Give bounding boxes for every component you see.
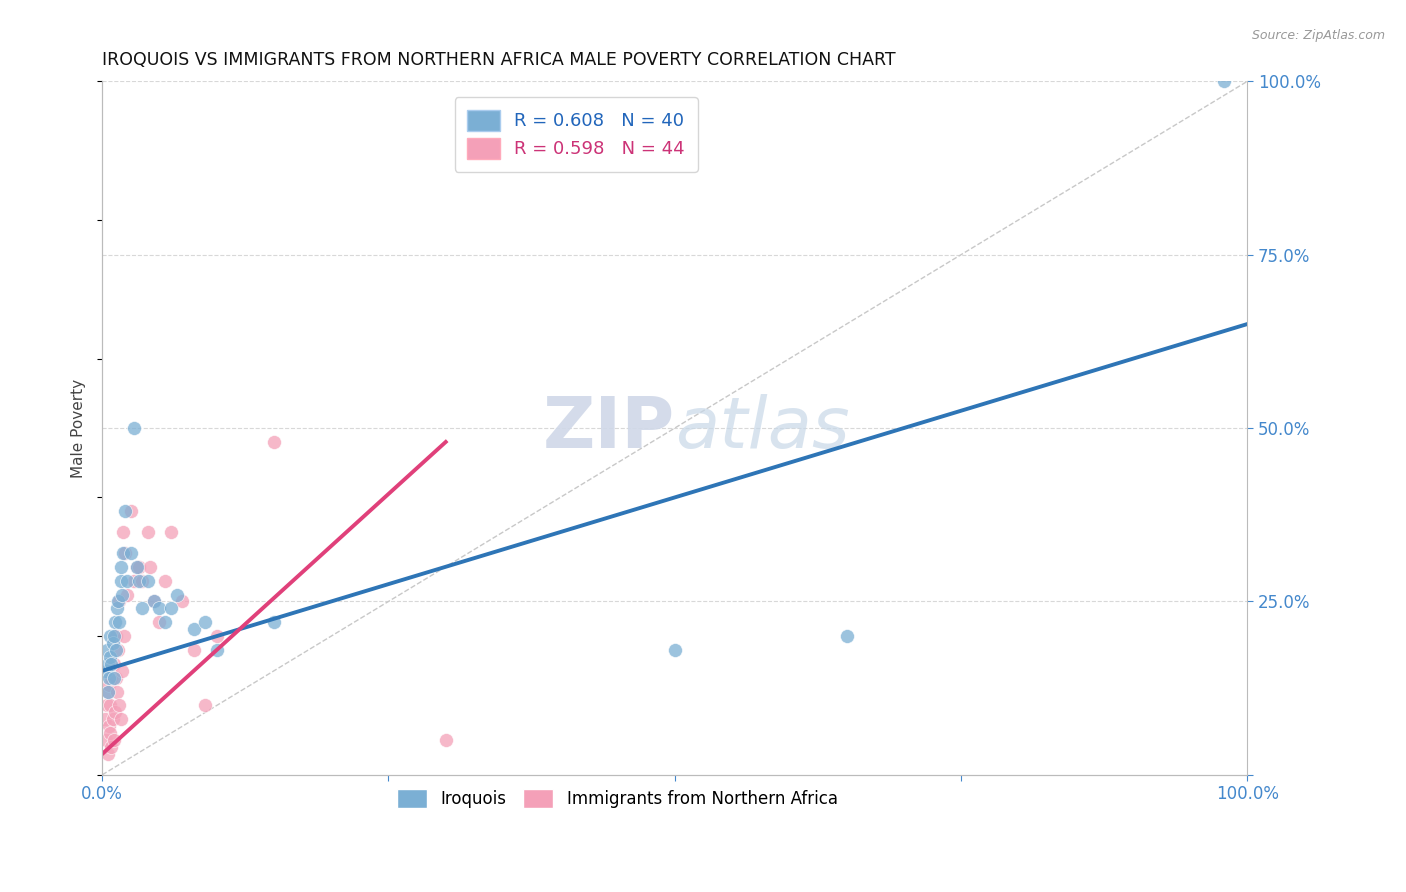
Text: IROQUOIS VS IMMIGRANTS FROM NORTHERN AFRICA MALE POVERTY CORRELATION CHART: IROQUOIS VS IMMIGRANTS FROM NORTHERN AFR… bbox=[103, 51, 896, 69]
Point bbox=[104, 706, 127, 720]
Point bbox=[194, 698, 217, 713]
Point bbox=[97, 747, 120, 761]
Point bbox=[153, 615, 176, 630]
Text: Source: ZipAtlas.com: Source: ZipAtlas.com bbox=[1251, 29, 1385, 42]
Point bbox=[108, 594, 131, 608]
Point bbox=[98, 719, 121, 733]
Point bbox=[98, 698, 121, 713]
Point bbox=[104, 629, 127, 643]
Point bbox=[101, 636, 124, 650]
Point bbox=[111, 546, 134, 560]
Point bbox=[117, 574, 139, 588]
Point bbox=[124, 574, 146, 588]
Point bbox=[194, 615, 217, 630]
Point bbox=[205, 643, 228, 657]
Point bbox=[98, 671, 121, 685]
Point bbox=[104, 671, 127, 685]
Point bbox=[97, 657, 120, 671]
Y-axis label: Male Poverty: Male Poverty bbox=[72, 378, 86, 477]
Point bbox=[110, 574, 132, 588]
Point bbox=[120, 546, 142, 560]
Point bbox=[103, 629, 125, 643]
Point bbox=[835, 629, 858, 643]
Point bbox=[172, 594, 194, 608]
Point bbox=[104, 615, 127, 630]
Point bbox=[107, 594, 129, 608]
Point bbox=[142, 594, 165, 608]
Point bbox=[131, 601, 153, 615]
Point bbox=[114, 504, 136, 518]
Point bbox=[117, 587, 139, 601]
Point bbox=[97, 684, 120, 698]
Point bbox=[107, 643, 129, 657]
Point bbox=[183, 643, 205, 657]
Point bbox=[124, 421, 146, 435]
Point bbox=[111, 525, 134, 540]
Point bbox=[110, 712, 132, 726]
Point bbox=[100, 740, 122, 755]
Point bbox=[153, 574, 176, 588]
Point bbox=[98, 726, 121, 740]
Point bbox=[263, 615, 285, 630]
Point bbox=[434, 733, 457, 747]
Point bbox=[1213, 74, 1236, 88]
Legend: Iroquois, Immigrants from Northern Africa: Iroquois, Immigrants from Northern Afric… bbox=[391, 782, 845, 815]
Point bbox=[108, 615, 131, 630]
Point bbox=[101, 712, 124, 726]
Point bbox=[114, 546, 136, 560]
Point bbox=[139, 559, 162, 574]
Point bbox=[103, 671, 125, 685]
Point bbox=[136, 574, 159, 588]
Point bbox=[96, 643, 118, 657]
Point bbox=[105, 601, 128, 615]
Point bbox=[131, 574, 153, 588]
Point bbox=[103, 657, 125, 671]
Point bbox=[111, 587, 134, 601]
Point bbox=[100, 657, 122, 671]
Point bbox=[125, 559, 148, 574]
Point bbox=[100, 671, 122, 685]
Point bbox=[94, 664, 117, 678]
Point bbox=[128, 559, 150, 574]
Point bbox=[94, 733, 117, 747]
Point bbox=[98, 649, 121, 664]
Point bbox=[96, 698, 118, 713]
Point bbox=[160, 601, 183, 615]
Point bbox=[263, 434, 285, 449]
Point bbox=[111, 664, 134, 678]
Point bbox=[183, 622, 205, 636]
Text: atlas: atlas bbox=[675, 393, 849, 463]
Point bbox=[108, 698, 131, 713]
Text: ZIP: ZIP bbox=[543, 393, 675, 463]
Point bbox=[148, 615, 170, 630]
Point bbox=[97, 684, 120, 698]
Point bbox=[136, 525, 159, 540]
Point bbox=[98, 678, 121, 692]
Point bbox=[128, 574, 150, 588]
Point bbox=[664, 643, 686, 657]
Point bbox=[166, 587, 188, 601]
Point bbox=[160, 525, 183, 540]
Point bbox=[104, 643, 127, 657]
Point bbox=[112, 629, 135, 643]
Point bbox=[205, 629, 228, 643]
Point bbox=[148, 601, 170, 615]
Point bbox=[93, 712, 115, 726]
Point bbox=[120, 504, 142, 518]
Point bbox=[142, 594, 165, 608]
Point bbox=[110, 559, 132, 574]
Point bbox=[105, 684, 128, 698]
Point bbox=[98, 629, 121, 643]
Point bbox=[125, 559, 148, 574]
Point bbox=[103, 733, 125, 747]
